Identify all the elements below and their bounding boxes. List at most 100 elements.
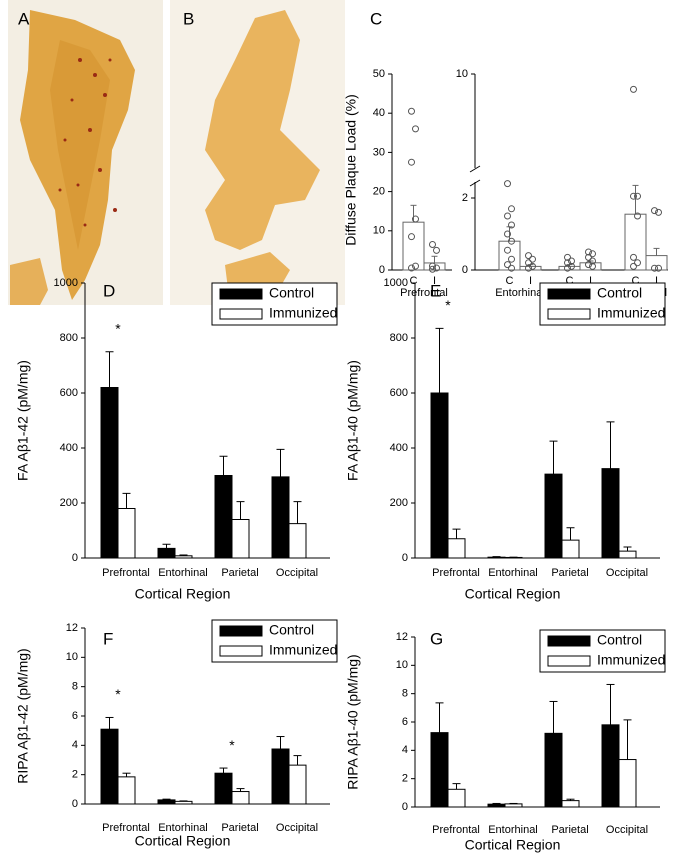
plaque-spots <box>58 58 117 227</box>
legend-swatch <box>219 288 263 300</box>
data-point <box>508 255 515 263</box>
data-point <box>525 264 532 272</box>
y-tick-label: 50 <box>373 68 385 80</box>
y-tick-label: 800 <box>60 332 78 344</box>
y-tick-label: 400 <box>390 442 408 454</box>
y-tick-label: 30 <box>373 146 385 158</box>
legend-label: Immunized <box>269 305 337 321</box>
y-axis-label: RIPA Aβ1-42 (pM/mg) <box>15 648 31 783</box>
data-point <box>589 262 596 270</box>
legend-swatch <box>547 308 591 320</box>
bar <box>288 523 307 559</box>
y-tick-label: 4 <box>402 744 408 756</box>
category-label: Prefrontal <box>400 287 448 299</box>
data-point <box>655 264 662 272</box>
y-tick-label: 10 <box>373 225 385 237</box>
data-point <box>525 252 532 260</box>
image-a: A <box>8 0 163 305</box>
data-point <box>585 261 592 269</box>
bar <box>430 392 449 559</box>
data-point <box>508 237 515 245</box>
annotation: * <box>229 737 235 753</box>
data-point <box>412 215 419 223</box>
data-point <box>529 255 536 263</box>
data-point <box>634 212 641 220</box>
y-tick-label: 600 <box>60 387 78 399</box>
data-point <box>408 264 415 272</box>
data-point <box>651 207 658 215</box>
y-tick-label: 8 <box>72 681 78 693</box>
x-tick-label: Occipital <box>606 824 648 836</box>
legend-label: Immunized <box>597 652 665 668</box>
data-point <box>564 259 571 267</box>
legend-swatch <box>547 635 591 647</box>
legend-label: Immunized <box>269 642 337 658</box>
bar <box>504 803 523 808</box>
tissue-inner <box>50 40 110 250</box>
data-point <box>589 257 596 265</box>
axis-break <box>469 179 481 187</box>
legend-swatch <box>219 625 263 637</box>
y-tick-label: 2 <box>72 769 78 781</box>
y2-tick-label: 2 <box>462 192 468 204</box>
x-tick-label: Parietal <box>551 824 588 836</box>
legend-swatch <box>547 655 591 667</box>
legend-label: Control <box>597 632 642 648</box>
data-point <box>412 262 419 270</box>
data-point <box>508 221 515 229</box>
y-tick-label: 0 <box>72 552 78 564</box>
y-tick-label: 10 <box>66 651 78 663</box>
y-axis-label: FA Aβ1-40 (pM/mg) <box>345 360 361 481</box>
x-tick-label: Occipital <box>276 567 318 579</box>
panel-label: D <box>103 281 115 300</box>
group-label: C <box>632 275 640 287</box>
data-point <box>634 192 641 200</box>
y-tick-label: 20 <box>373 186 385 198</box>
bar <box>645 255 668 271</box>
data-point <box>504 246 511 254</box>
y2-tick-label: 10 <box>456 68 468 80</box>
legend-swatch <box>547 288 591 300</box>
annotation: * <box>115 320 121 336</box>
legend-label: Control <box>269 285 314 301</box>
image-b: B <box>170 0 345 305</box>
x-tick-label: Prefrontal <box>102 822 150 834</box>
y-tick-label: 1000 <box>54 277 78 289</box>
x-tick-label: Entorhinal <box>158 822 208 834</box>
bar <box>487 556 506 559</box>
bar <box>174 800 193 805</box>
y2-tick-label: 0 <box>462 264 468 276</box>
bar <box>231 791 250 805</box>
data-point <box>429 262 436 270</box>
bar <box>487 803 506 808</box>
y-tick-label: 8 <box>402 688 408 700</box>
x-tick-label: Parietal <box>221 822 258 834</box>
x-tick-label: Entorhinal <box>488 824 538 836</box>
legend-swatch <box>219 308 263 320</box>
group-label: I <box>655 275 658 287</box>
bar <box>447 788 466 808</box>
y-tick-label: 0 <box>402 552 408 564</box>
y-axis-label: FA Aβ1-42 (pM/mg) <box>15 360 31 481</box>
annotation: * <box>445 297 451 313</box>
group-label: C <box>410 275 418 287</box>
x-tick-label: Prefrontal <box>432 824 480 836</box>
y-tick-label: 40 <box>373 107 385 119</box>
bar <box>504 556 523 559</box>
data-point <box>529 262 536 270</box>
x-tick-label: Parietal <box>551 567 588 579</box>
panel-label: A <box>18 9 30 28</box>
data-point <box>568 257 575 265</box>
y-tick-label: 200 <box>390 497 408 509</box>
bar <box>174 555 193 559</box>
group-label: C <box>506 275 514 287</box>
y-tick-label: 0 <box>379 264 385 276</box>
bar <box>544 732 563 808</box>
data-point <box>408 233 415 241</box>
bar <box>231 519 250 559</box>
annotation: * <box>115 686 121 702</box>
y-tick-label: 1000 <box>384 277 408 289</box>
data-point <box>589 250 596 258</box>
data-point <box>429 265 436 273</box>
